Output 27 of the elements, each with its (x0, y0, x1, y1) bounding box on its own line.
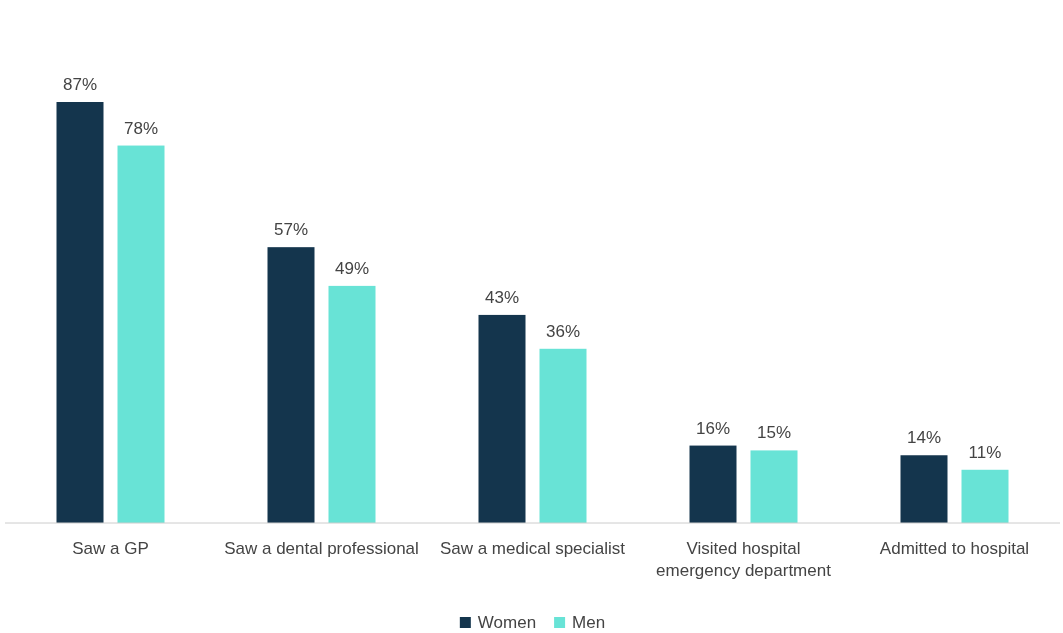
bar (961, 469, 1009, 523)
x-tick-label: Saw a GP (72, 539, 149, 558)
bar (328, 285, 376, 523)
data-label: 57% (273, 220, 309, 240)
legend-label: Men (572, 613, 606, 632)
data-label: 87% (62, 75, 98, 94)
data-label: 36% (545, 321, 581, 341)
x-tick-label: Visited hospital emergency department (656, 539, 832, 580)
data-label: 49% (334, 258, 370, 278)
bar (900, 455, 948, 523)
data-label: 11% (968, 442, 1002, 462)
x-tick-label: Admitted to hospital (879, 539, 1030, 558)
x-tick-label: Saw a dental professional (224, 539, 419, 558)
bar (56, 102, 104, 523)
bar (478, 314, 526, 523)
data-label: 78% (123, 118, 159, 138)
bar (267, 247, 315, 523)
data-label: 15% (756, 423, 792, 443)
bar (117, 145, 165, 523)
data-label: 43% (484, 287, 520, 307)
x-tick-label: Saw a medical specialist (439, 539, 626, 558)
bar (539, 348, 587, 523)
bar (689, 445, 737, 523)
legend-label: Women (477, 613, 537, 632)
data-label: 14% (906, 428, 942, 448)
data-label: 16% (695, 418, 731, 438)
bar (750, 450, 798, 523)
